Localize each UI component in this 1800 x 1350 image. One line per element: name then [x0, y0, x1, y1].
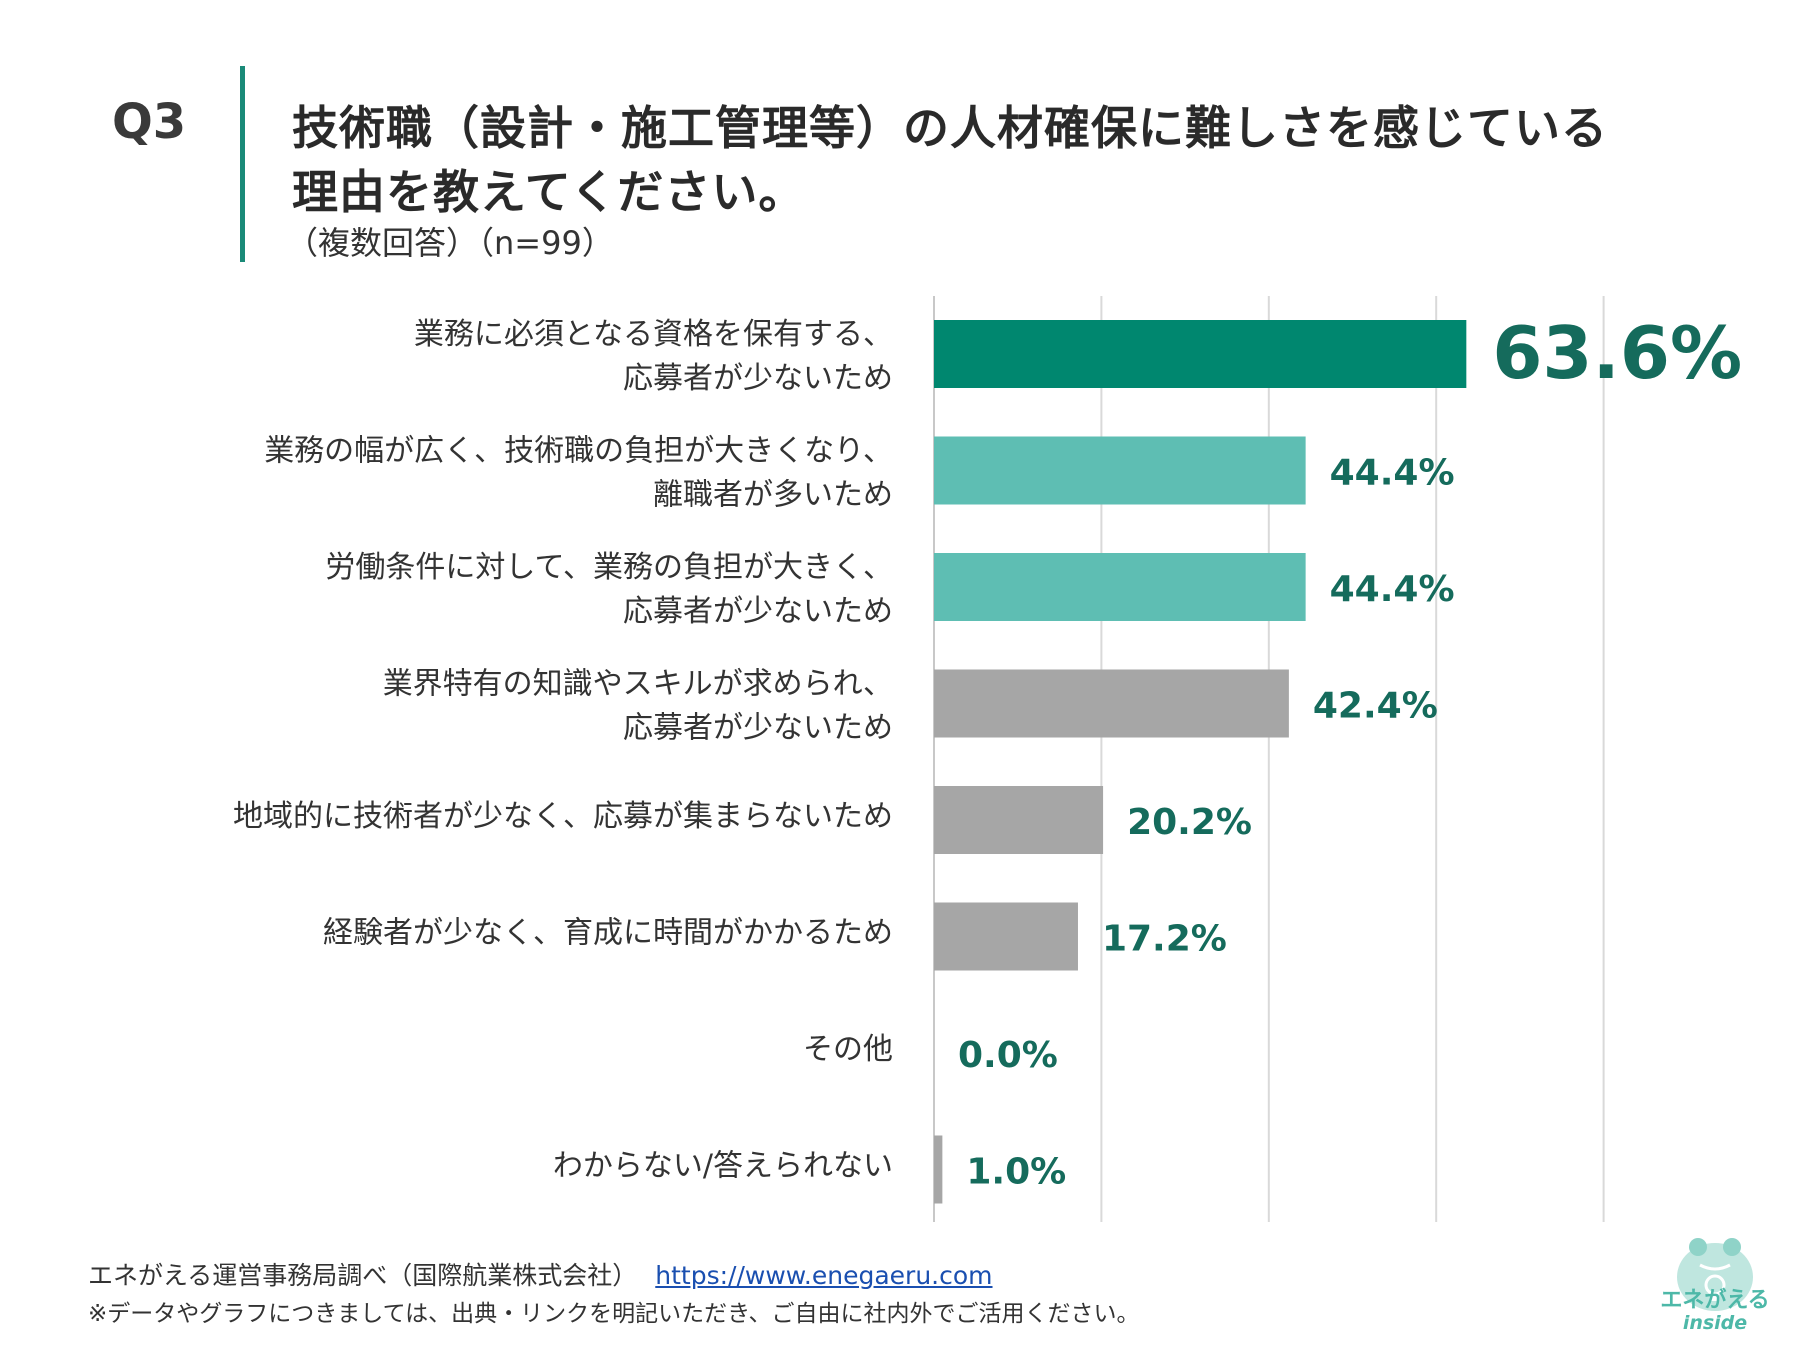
- source-text: エネがえる運営事務局調べ（国際航業株式会社）: [88, 1261, 638, 1290]
- category-label: 応募者が少ないため: [623, 711, 893, 746]
- value-label: 0.0%: [958, 1035, 1058, 1076]
- value-label: 42.4%: [1313, 686, 1438, 727]
- value-label: 17.2%: [1102, 919, 1227, 960]
- source-link[interactable]: https://www.enegaeru.com: [655, 1261, 993, 1290]
- category-label: 業務に必須となる資格を保有する、: [414, 317, 893, 352]
- category-label: 応募者が少ないため: [623, 361, 893, 396]
- question-number: Q3: [112, 94, 187, 150]
- chart-title-line-2: 理由を教えてください。: [292, 165, 806, 219]
- category-label: その他: [803, 1032, 893, 1067]
- category-label: 応募者が少ないため: [623, 594, 893, 629]
- bar: [934, 436, 1306, 505]
- title-accent-bar: [240, 66, 245, 262]
- enegaeru-logo-icon: [1677, 1238, 1753, 1311]
- value-label: 1.0%: [966, 1152, 1066, 1193]
- usage-note: ※データやグラフにつきましては、出典・リンクを明記いただき、ご自由に社内外でご活…: [88, 1301, 1140, 1327]
- bar: [934, 1135, 943, 1204]
- category-label: わからない/答えられない: [553, 1149, 893, 1184]
- bar: [934, 669, 1289, 738]
- category-label: 労働条件に対して、業務の負担が大きく、: [325, 550, 893, 585]
- category-label: 地域的に技術者が少なく、応募が集まらないため: [233, 799, 893, 834]
- bar: [934, 786, 1104, 854]
- value-label: 20.2%: [1127, 802, 1252, 843]
- logo-text: エネがえる: [1660, 1288, 1770, 1313]
- value-label: 44.4%: [1330, 569, 1455, 610]
- category-label: 経験者が少なく、育成に時間がかかるため: [323, 916, 893, 951]
- category-label: 業務の幅が広く、技術職の負担が大きくなり、: [264, 434, 893, 469]
- chart-subtitle: （複数回答）（n=99）: [286, 224, 614, 262]
- source-line: エネがえる運営事務局調べ（国際航業株式会社） https://www.enegae…: [88, 1256, 993, 1292]
- category-label: 業界特有の知識やスキルが求められ、: [383, 667, 893, 702]
- bar: [934, 902, 1078, 971]
- value-label: 63.6%: [1492, 311, 1742, 395]
- bar: [934, 553, 1306, 621]
- logo-subtext: inside: [1682, 1312, 1748, 1334]
- value-label: 44.4%: [1330, 453, 1455, 494]
- bar: [934, 320, 1467, 388]
- bar-chart: 業務に必須となる資格を保有する、応募者が少ないため 63.6% 業務の幅が広く、技術…: [233, 296, 1742, 1222]
- chart-title-line-1: 技術職（設計・施工管理等）の人材確保に難しさを感じている: [292, 101, 1608, 155]
- category-label: 離職者が多いため: [653, 478, 893, 513]
